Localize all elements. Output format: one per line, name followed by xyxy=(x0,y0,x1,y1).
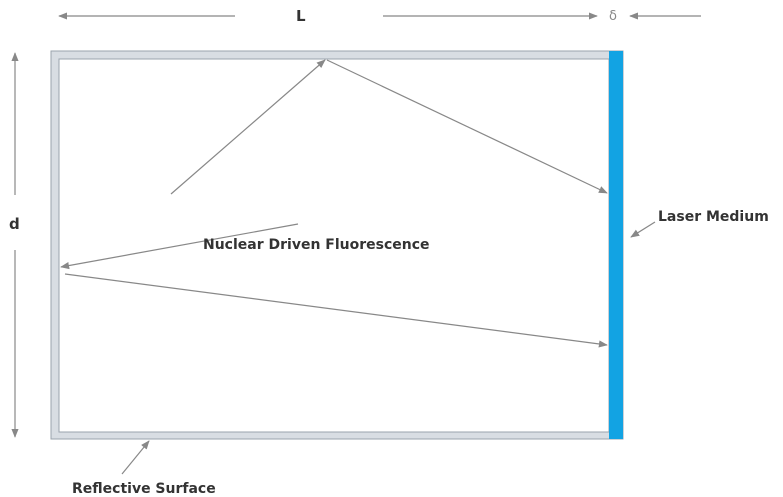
thickness-label: δ xyxy=(609,9,617,24)
laser-medium-bar xyxy=(609,51,623,439)
ray-top-to-laser-medium xyxy=(326,59,608,194)
reflective-surface-pointer-arrow xyxy=(121,440,150,475)
ray-to-left-wall xyxy=(60,223,299,270)
laser-medium-pointer-arrow xyxy=(630,221,656,238)
fluorescence-label: Nuclear Driven Fluorescence xyxy=(203,237,430,253)
laser-medium-label: Laser Medium xyxy=(658,209,769,225)
ray-left-to-laser-medium xyxy=(64,273,608,348)
ray-to-top-wall xyxy=(170,59,326,195)
cavity-interior xyxy=(58,58,610,433)
reflective-surface-label: Reflective Surface xyxy=(72,481,216,497)
length-label: L xyxy=(296,7,306,25)
depth-label: d xyxy=(9,215,20,233)
